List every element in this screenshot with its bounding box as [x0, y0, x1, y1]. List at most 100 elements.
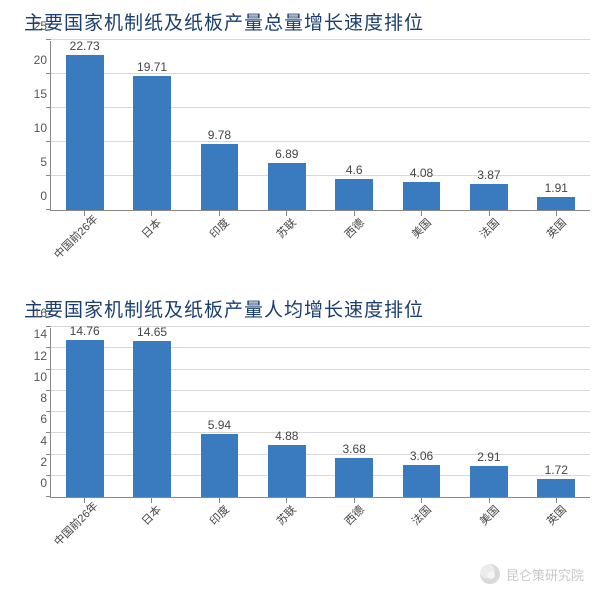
bar: [335, 179, 373, 210]
bar: [201, 144, 239, 211]
x-label-slot: 西德: [320, 211, 388, 261]
x-label-slot: 中国前26年: [50, 211, 118, 261]
chart-title: 主要国家机制纸及纸板产量人均增长速度排位: [10, 287, 590, 328]
y-tick-label: 15: [17, 87, 47, 101]
x-label-slot: 法国: [455, 211, 523, 261]
bar-slot: 2.91: [455, 328, 522, 497]
y-tick-label: 5: [17, 155, 47, 169]
bar-slot: 14.76: [51, 328, 118, 497]
bar-slot: 1.72: [523, 328, 590, 497]
bar-value-label: 3.87: [477, 168, 500, 182]
bar: [66, 340, 104, 497]
y-tick-label: 25: [17, 19, 47, 33]
x-tick-label: 西德: [341, 502, 368, 529]
bar-value-label: 1.72: [545, 463, 568, 477]
x-label-slot: 美国: [388, 211, 456, 261]
bar-value-label: 9.78: [208, 128, 231, 142]
x-tick-label: 苏联: [273, 215, 300, 242]
bar-value-label: 4.88: [275, 429, 298, 443]
y-tick-label: 6: [17, 412, 47, 426]
x-labels: 中国前26年 日本 印度 苏联 西德 美国 法国 英国: [50, 211, 590, 261]
x-label-slot: 英国: [523, 498, 591, 548]
y-tick-mark: [46, 326, 51, 327]
bar: [201, 434, 239, 497]
y-tick-label: 10: [17, 370, 47, 384]
x-tick-label: 日本: [138, 215, 165, 242]
bar-value-label: 14.76: [70, 324, 100, 338]
x-tick-label: 美国: [408, 215, 435, 242]
x-tick-label: 英国: [543, 215, 570, 242]
chart-2: 主要国家机制纸及纸板产量人均增长速度排位024681012141614.7614…: [10, 287, 590, 548]
x-label-slot: 印度: [185, 211, 253, 261]
bar: [268, 445, 306, 497]
bar-value-label: 5.94: [208, 418, 231, 432]
x-label-slot: 英国: [523, 211, 591, 261]
bar: [537, 479, 575, 497]
bar: [268, 163, 306, 210]
y-tick-label: 0: [17, 476, 47, 490]
x-tick-label: 美国: [476, 502, 503, 529]
watermark-text: 昆仑策研究院: [506, 565, 584, 584]
bar-value-label: 19.71: [137, 60, 167, 74]
bar: [470, 466, 508, 497]
x-label-slot: 日本: [118, 498, 186, 548]
x-tick-label: 西德: [341, 215, 368, 242]
bar-value-label: 22.73: [70, 39, 100, 53]
x-label-slot: 苏联: [253, 211, 321, 261]
y-tick-label: 4: [17, 434, 47, 448]
plot-area: 024681012141614.7614.655.944.883.683.062…: [50, 328, 590, 498]
bar-value-label: 1.91: [545, 181, 568, 195]
bar-slot: 4.88: [253, 328, 320, 497]
bars-container: 22.73 19.71 9.78 6.89 4.6 4.08 3.87 1.91: [51, 41, 590, 210]
bar: [133, 76, 171, 210]
bar-value-label: 3.68: [343, 442, 366, 456]
bar: [66, 55, 104, 210]
bar-slot: 3.87: [455, 41, 522, 210]
bar-slot: 3.68: [321, 328, 388, 497]
y-tick-label: 12: [17, 349, 47, 363]
x-tick-label: 印度: [206, 502, 233, 529]
bar-slot: 4.08: [388, 41, 455, 210]
grid-line: [51, 326, 590, 327]
x-tick-label: 中国前26年: [50, 498, 101, 549]
bar-value-label: 2.91: [477, 450, 500, 464]
bar-slot: 6.89: [253, 41, 320, 210]
chart-title: 主要国家机制纸及纸板产量总量增长速度排位: [10, 0, 590, 41]
grid-line: [51, 39, 590, 40]
x-labels: 中国前26年 日本 印度 苏联 西德 法国 美国 英国: [50, 498, 590, 548]
x-label-slot: 印度: [185, 498, 253, 548]
bar: [537, 197, 575, 210]
chart-1: 主要国家机制纸及纸板产量总量增长速度排位 0 5 10 15 20 25 22.73 19.71…: [10, 0, 590, 261]
y-tick-label: 16: [17, 306, 47, 320]
x-tick-label: 法国: [476, 215, 503, 242]
x-tick-label: 苏联: [273, 502, 300, 529]
x-tick-label: 中国前26年: [50, 211, 101, 262]
bar: [403, 465, 441, 498]
bar-slot: 19.71: [118, 41, 185, 210]
bars-container: 14.76 14.65 5.94 4.88 3.68 3.06 2.91 1.72: [51, 328, 590, 497]
y-tick-label: 8: [17, 391, 47, 405]
bar-slot: 1.91: [523, 41, 590, 210]
bar-slot: 9.78: [186, 41, 253, 210]
bar: [403, 182, 441, 210]
bar-slot: 3.06: [388, 328, 455, 497]
x-tick-label: 法国: [408, 502, 435, 529]
x-label-slot: 法国: [388, 498, 456, 548]
x-tick-label: 日本: [138, 502, 165, 529]
x-tick-label: 印度: [206, 215, 233, 242]
bar-slot: 14.65: [118, 328, 185, 497]
bar: [470, 184, 508, 210]
bar-value-label: 14.65: [137, 325, 167, 339]
bar: [335, 458, 373, 497]
y-tick-label: 10: [17, 121, 47, 135]
y-tick-label: 2: [17, 455, 47, 469]
bar: [133, 341, 171, 497]
y-tick-label: 20: [17, 53, 47, 67]
bar-value-label: 4.6: [346, 163, 363, 177]
bar-value-label: 6.89: [275, 147, 298, 161]
bar-slot: 4.6: [321, 41, 388, 210]
y-tick-label: 0: [17, 189, 47, 203]
bar-slot: 22.73: [51, 41, 118, 210]
x-label-slot: 西德: [320, 498, 388, 548]
x-tick-label: 英国: [543, 502, 570, 529]
